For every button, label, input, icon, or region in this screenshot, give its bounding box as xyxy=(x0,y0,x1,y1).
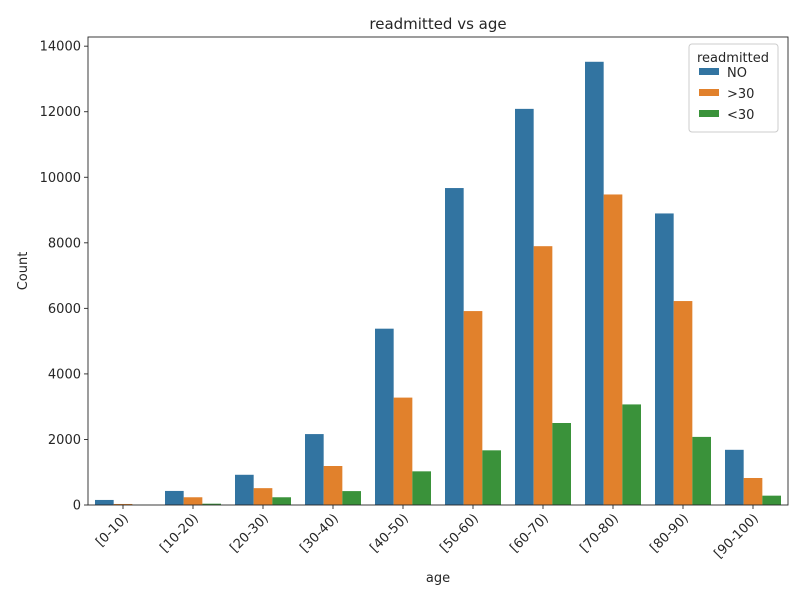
x-tick-label: [10-20) xyxy=(157,511,201,555)
x-axis-label: age xyxy=(426,571,450,586)
legend-label: <30 xyxy=(727,108,754,123)
y-tick-label: 6000 xyxy=(48,302,81,317)
bar-lt30-7 xyxy=(622,404,641,505)
x-tick-label: [50-60) xyxy=(437,511,481,555)
x-tick-label: [30-40) xyxy=(297,511,341,555)
bar-NO-8 xyxy=(655,213,674,505)
bar-NO-9 xyxy=(725,449,744,505)
bar-gt30-0 xyxy=(113,503,133,505)
bars-group xyxy=(95,61,781,506)
bar-gt30-3 xyxy=(323,466,343,505)
bar-gt30-8 xyxy=(673,301,693,505)
bar-gt30-7 xyxy=(603,194,623,505)
bar-gt30-5 xyxy=(463,311,483,505)
bar-gt30-4 xyxy=(393,397,413,505)
legend-label: >30 xyxy=(727,87,754,102)
bar-lt30-2 xyxy=(272,497,291,505)
x-tick-label: [20-30) xyxy=(227,511,271,555)
x-tick-label: [90-100) xyxy=(711,511,761,561)
y-axis: 0 2000 4000 6000 8000 10000 12000 14000 xyxy=(40,40,88,514)
chart-title: readmitted vs age xyxy=(369,15,506,33)
bar-NO-0 xyxy=(95,499,114,505)
x-tick-label: [80-90) xyxy=(647,511,691,555)
y-tick-label: 2000 xyxy=(48,433,81,448)
legend-label: NO xyxy=(727,66,747,81)
bar-gt30-6 xyxy=(533,246,553,505)
y-tick-label: 4000 xyxy=(48,367,81,382)
y-axis-label: Count xyxy=(16,252,31,291)
x-tick-label: [0-10) xyxy=(93,511,132,550)
y-tick-label: 14000 xyxy=(40,40,81,55)
bar-lt30-4 xyxy=(412,471,431,505)
bar-gt30-2 xyxy=(253,488,273,505)
bar-gt30-9 xyxy=(743,477,763,505)
y-tick-label: 8000 xyxy=(48,236,81,251)
x-tick-label: [70-80) xyxy=(577,511,621,555)
legend-title: readmitted xyxy=(697,51,769,66)
plot-frame xyxy=(87,36,789,506)
legend-items: NO >30 <30 xyxy=(699,66,754,123)
y-tick-label: 12000 xyxy=(40,105,81,120)
y-tick-label: 10000 xyxy=(40,171,81,186)
bar-gt30-1 xyxy=(183,497,203,505)
bar-NO-3 xyxy=(305,434,324,505)
x-tick-label: [60-70) xyxy=(507,511,551,555)
bar-lt30-1 xyxy=(202,503,221,505)
bar-lt30-3 xyxy=(342,491,361,505)
bar-NO-1 xyxy=(165,490,184,505)
bar-NO-4 xyxy=(375,328,394,505)
legend-swatch xyxy=(699,110,719,117)
bar-lt30-9 xyxy=(762,495,781,505)
bar-NO-5 xyxy=(445,188,464,506)
bar-NO-2 xyxy=(235,474,254,505)
bar-lt30-5 xyxy=(482,450,501,505)
bar-NO-6 xyxy=(515,108,534,506)
x-axis: [0-10) [10-20) [20-30) [30-40) [40-50) [50-60… xyxy=(93,505,762,562)
legend-swatch xyxy=(699,89,719,96)
bar-lt30-8 xyxy=(692,436,711,505)
bar-lt30-6 xyxy=(552,423,571,505)
legend: readmitted NO >30 <30 xyxy=(688,43,779,133)
y-tick-label: 0 xyxy=(73,499,81,514)
legend-swatch xyxy=(699,68,719,75)
x-tick-label: [40-50) xyxy=(367,511,411,555)
bar-NO-7 xyxy=(585,61,604,505)
